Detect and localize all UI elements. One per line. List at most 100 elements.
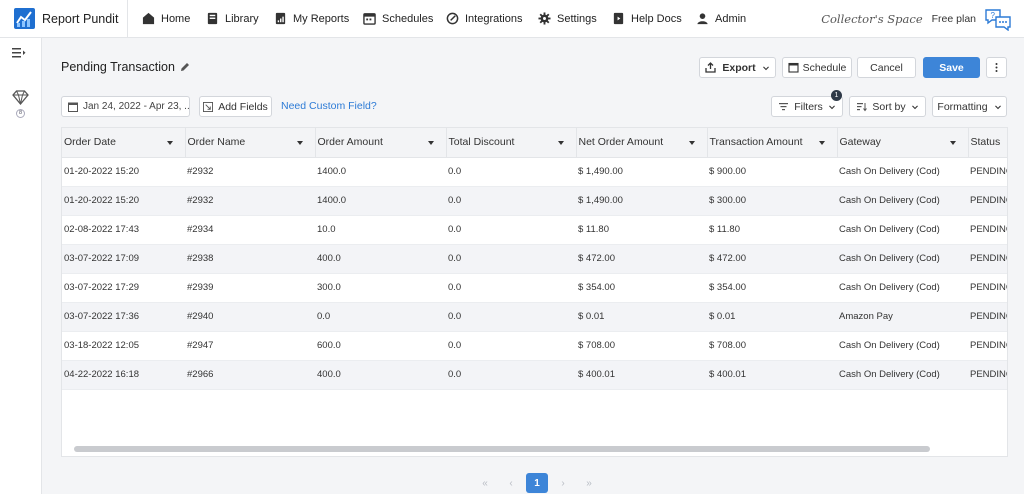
column-label: Gateway xyxy=(839,136,881,149)
column-header-transaction-amount[interactable]: Transaction Amount xyxy=(707,128,838,158)
report-pundit-logo-icon xyxy=(14,8,35,29)
cell-order-name: #2934 xyxy=(185,215,315,245)
column-label: Order Amount xyxy=(317,136,383,149)
nav-my-reports[interactable]: My Reports xyxy=(274,0,349,37)
formatting-button[interactable]: Formatting xyxy=(932,96,1007,117)
sort-caret-icon[interactable] xyxy=(688,141,695,145)
cell-gateway: Amazon Pay xyxy=(837,302,968,332)
column-header-status[interactable]: Status xyxy=(968,128,1007,158)
need-custom-field-link[interactable]: Need Custom Field? xyxy=(281,100,377,112)
sort-caret-icon[interactable] xyxy=(949,141,956,145)
nav-schedules[interactable]: Schedules xyxy=(363,0,433,37)
nav-help-docs-label: Help Docs xyxy=(631,12,682,25)
cell-order-date: 01-20-2022 15:20 xyxy=(62,157,185,187)
cell-transaction-amount: $ 400.01 xyxy=(707,360,837,390)
schedule-button[interactable]: Schedule xyxy=(782,57,852,78)
cell-gateway: Cash On Delivery (Cod) xyxy=(837,215,968,245)
cell-order-name: #2932 xyxy=(185,186,315,216)
cell-order-date: 04-22-2022 16:18 xyxy=(62,360,185,390)
sort-caret-icon[interactable] xyxy=(557,141,564,145)
horizontal-scrollbar[interactable] xyxy=(74,446,930,452)
cell-gateway: Cash On Delivery (Cod) xyxy=(837,331,968,361)
cell-order-date: 03-07-2022 17:29 xyxy=(62,273,185,303)
report-title-row: Pending Transaction xyxy=(61,60,190,74)
sort-caret-icon[interactable] xyxy=(818,141,825,145)
cell-order-date: 01-20-2022 15:20 xyxy=(62,186,185,216)
export-button[interactable]: Export xyxy=(699,57,776,78)
schedule-label: Schedule xyxy=(802,61,847,74)
column-header-net-order-amount[interactable]: Net Order Amount xyxy=(576,128,708,158)
my-reports-icon xyxy=(275,12,286,25)
cell-order-amount: 300.0 xyxy=(315,273,446,303)
table-row: 01-20-2022 15:20 #2932 1400.0 0.0 $ 1,490.00… xyxy=(62,157,1007,187)
chevron-down-icon xyxy=(762,66,769,70)
filters-count-badge: 1 xyxy=(831,90,842,101)
current-page-button[interactable]: 1 xyxy=(526,473,548,493)
calendar-icon xyxy=(363,13,376,25)
column-header-order-name[interactable]: Order Name xyxy=(185,128,316,158)
sort-caret-icon[interactable] xyxy=(166,141,173,145)
cell-net-order-amount: $ 0.01 xyxy=(576,302,707,332)
table-row: 03-07-2022 17:36 #2940 0.0 0.0 $ 0.01 $ 0.01 A… xyxy=(62,302,1007,332)
nav-settings[interactable]: Settings xyxy=(538,0,597,37)
column-header-total-discount[interactable]: Total Discount xyxy=(446,128,577,158)
sidebar-count-badge: 8 xyxy=(16,109,25,118)
date-range-picker[interactable]: Jan 24, 2022 - Apr 23, ... xyxy=(61,96,190,117)
more-options-button[interactable] xyxy=(986,57,1007,78)
cell-order-date: 03-07-2022 17:36 xyxy=(62,302,185,332)
nav-library[interactable]: Library xyxy=(206,0,259,37)
help-chat-icon[interactable]: ? xyxy=(984,7,1012,31)
column-header-order-date[interactable]: Order Date xyxy=(62,128,186,158)
plan-label[interactable]: Free plan xyxy=(931,13,976,25)
nav-help-docs[interactable]: Help Docs xyxy=(612,0,682,37)
pagination: « ‹ 1 › » xyxy=(474,473,604,493)
cell-total-discount: 0.0 xyxy=(446,186,576,216)
cell-status: PENDING xyxy=(968,186,1007,216)
chevron-down-icon xyxy=(828,105,835,109)
cell-transaction-amount: $ 354.00 xyxy=(707,273,837,303)
filter-lines-icon xyxy=(779,103,789,111)
prev-page-button[interactable]: ‹ xyxy=(509,477,513,489)
nav-home[interactable]: Home xyxy=(142,0,190,37)
first-page-button[interactable]: « xyxy=(482,477,488,489)
sort-caret-icon[interactable] xyxy=(296,141,303,145)
sidebar-toggle-icon[interactable] xyxy=(12,47,26,59)
cell-status: PENDING xyxy=(968,244,1007,274)
gear-icon xyxy=(538,12,551,25)
cell-order-name: #2966 xyxy=(185,360,315,390)
sort-caret-icon[interactable] xyxy=(427,141,434,145)
cell-gateway: Cash On Delivery (Cod) xyxy=(837,244,968,274)
cell-order-date: 03-18-2022 12:05 xyxy=(62,331,185,361)
pencil-icon[interactable] xyxy=(180,62,190,72)
last-page-button[interactable]: » xyxy=(586,477,592,489)
cell-net-order-amount: $ 708.00 xyxy=(576,331,707,361)
library-icon xyxy=(207,12,218,25)
filters-button[interactable]: Filters xyxy=(771,96,843,117)
nav-integrations[interactable]: Integrations xyxy=(446,0,522,37)
date-range-value: Jan 24, 2022 - Apr 23, ... xyxy=(83,101,190,112)
cell-order-date: 02-08-2022 17:43 xyxy=(62,215,185,245)
export-label: Export xyxy=(722,61,756,74)
sort-by-button[interactable]: Sort by xyxy=(849,96,926,117)
diamond-icon[interactable] xyxy=(12,90,29,105)
nav-admin[interactable]: Admin xyxy=(696,0,746,37)
cell-order-amount: 1400.0 xyxy=(315,186,446,216)
next-page-button[interactable]: › xyxy=(561,477,565,489)
cell-order-amount: 400.0 xyxy=(315,244,446,274)
save-button[interactable]: Save xyxy=(923,57,980,78)
chevron-down-icon xyxy=(994,105,1001,109)
add-fields-button[interactable]: Add Fields xyxy=(199,96,272,117)
cell-total-discount: 0.0 xyxy=(446,273,576,303)
table-row: 03-18-2022 12:05 #2947 600.0 0.0 $ 708.00 $ 7… xyxy=(62,331,1007,361)
home-icon xyxy=(142,12,155,25)
brand[interactable]: Report Pundit xyxy=(0,0,128,37)
nav-my-reports-label: My Reports xyxy=(293,12,350,25)
cell-order-amount: 1400.0 xyxy=(315,157,446,187)
cancel-button[interactable]: Cancel xyxy=(857,57,916,78)
nav-integrations-label: Integrations xyxy=(465,12,523,25)
column-header-gateway[interactable]: Gateway xyxy=(837,128,969,158)
column-header-order-amount[interactable]: Order Amount xyxy=(315,128,447,158)
cell-status: PENDING xyxy=(968,273,1007,303)
cell-status: PENDING xyxy=(968,215,1007,245)
cell-order-name: #2947 xyxy=(185,331,315,361)
